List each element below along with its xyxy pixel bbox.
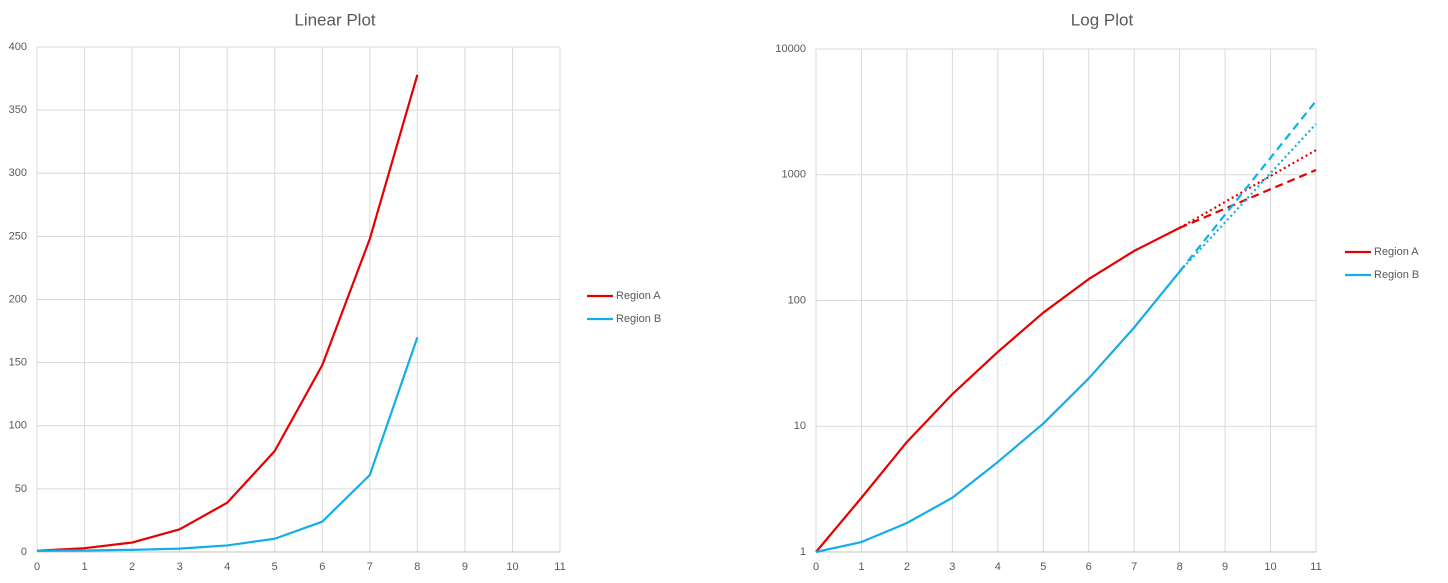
y-tick-label: 10000 [775, 43, 806, 55]
x-tick-label: 9 [462, 561, 468, 573]
chart-title: Log Plot [1071, 10, 1134, 29]
series-line [1178, 100, 1317, 273]
series-line [1179, 169, 1317, 229]
y-tick-label: 100 [9, 420, 27, 432]
y-tick-label: 10 [794, 420, 806, 432]
x-tick-label: 10 [1264, 561, 1276, 573]
x-tick-label: 7 [1131, 561, 1137, 573]
x-tick-label: 11 [554, 561, 565, 573]
x-tick-label: 10 [506, 561, 518, 573]
y-tick-label: 250 [9, 230, 27, 242]
x-tick-label: 0 [813, 561, 819, 573]
legend-label: Region B [1374, 269, 1419, 281]
x-tick-label: 0 [34, 561, 40, 573]
x-tick-label: 1 [858, 561, 864, 573]
series-line [1179, 149, 1317, 229]
y-tick-label: 0 [21, 546, 27, 558]
y-tick-label: 400 [9, 41, 27, 53]
legend-label: Region B [616, 313, 661, 325]
y-tick-label: 1000 [782, 169, 806, 181]
chart-title: Linear Plot [294, 10, 376, 29]
x-tick-label: 2 [904, 561, 910, 573]
y-tick-label: 100 [788, 294, 806, 306]
legend-label: Region A [616, 290, 661, 302]
y-tick-label: 50 [15, 483, 27, 495]
x-tick-label: 7 [367, 561, 373, 573]
x-tick-label: 1 [81, 561, 87, 573]
x-tick-label: 9 [1222, 561, 1228, 573]
x-tick-label: 11 [1310, 561, 1321, 573]
x-tick-label: 6 [1086, 561, 1092, 573]
x-tick-label: 8 [414, 561, 420, 573]
y-tick-label: 300 [9, 167, 27, 179]
x-tick-label: 6 [319, 561, 325, 573]
x-tick-label: 5 [272, 561, 278, 573]
series-line [1178, 123, 1317, 273]
y-tick-label: 350 [9, 104, 27, 116]
y-tick-label: 1 [800, 546, 806, 558]
series-line [815, 226, 1181, 553]
y-tick-label: 200 [9, 293, 27, 305]
x-tick-label: 3 [949, 561, 955, 573]
x-tick-label: 5 [1040, 561, 1046, 573]
x-tick-label: 4 [995, 561, 1001, 573]
series-line [36, 74, 419, 552]
legend-label: Region A [1374, 246, 1419, 258]
series-line [815, 270, 1181, 554]
x-tick-label: 3 [177, 561, 183, 573]
x-tick-label: 8 [1177, 561, 1183, 573]
x-tick-label: 2 [129, 561, 135, 573]
series-line [36, 337, 419, 552]
x-tick-label: 4 [224, 561, 230, 573]
y-tick-label: 150 [9, 357, 27, 369]
